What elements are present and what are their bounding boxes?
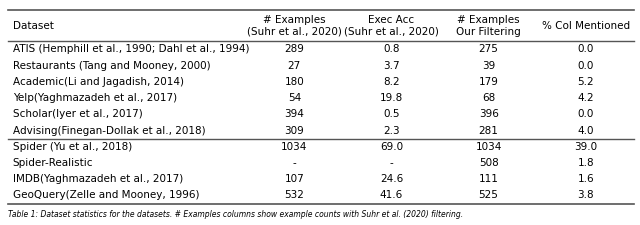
Text: 532: 532 [284, 191, 304, 200]
Text: 5.2: 5.2 [577, 77, 594, 87]
Text: Academic(Li and Jagadish, 2014): Academic(Li and Jagadish, 2014) [13, 77, 184, 87]
Text: Spider (Yu et al., 2018): Spider (Yu et al., 2018) [13, 142, 132, 152]
Text: Scholar(Iyer et al., 2017): Scholar(Iyer et al., 2017) [13, 109, 143, 119]
Text: % Col Mentioned: % Col Mentioned [541, 21, 630, 31]
Text: Dataset: Dataset [13, 21, 54, 31]
Text: 27: 27 [288, 61, 301, 71]
Text: Spider-Realistic: Spider-Realistic [13, 158, 93, 168]
Text: Restaurants (Tang and Mooney, 2000): Restaurants (Tang and Mooney, 2000) [13, 61, 211, 71]
Text: 0.0: 0.0 [577, 45, 594, 54]
Text: 525: 525 [479, 191, 499, 200]
Text: Exec Acc
(Suhr et al., 2020): Exec Acc (Suhr et al., 2020) [344, 15, 439, 37]
Text: -: - [390, 158, 394, 168]
Text: ATIS (Hemphill et al., 1990; Dahl et al., 1994): ATIS (Hemphill et al., 1990; Dahl et al.… [13, 45, 249, 54]
Text: 1034: 1034 [476, 142, 502, 152]
Text: 396: 396 [479, 109, 499, 119]
Text: 4.2: 4.2 [577, 93, 594, 103]
Text: 54: 54 [288, 93, 301, 103]
Text: GeoQuery(Zelle and Mooney, 1996): GeoQuery(Zelle and Mooney, 1996) [13, 191, 199, 200]
Text: 69.0: 69.0 [380, 142, 403, 152]
Text: 1034: 1034 [281, 142, 308, 152]
Text: 68: 68 [482, 93, 495, 103]
Text: Advising(Finegan-Dollak et al., 2018): Advising(Finegan-Dollak et al., 2018) [13, 126, 205, 136]
Text: Yelp(Yaghmazadeh et al., 2017): Yelp(Yaghmazadeh et al., 2017) [13, 93, 177, 103]
Text: 0.8: 0.8 [383, 45, 400, 54]
Text: 107: 107 [284, 174, 304, 184]
Text: 309: 309 [284, 126, 304, 136]
Text: 179: 179 [479, 77, 499, 87]
Text: 2.3: 2.3 [383, 126, 400, 136]
Text: 8.2: 8.2 [383, 77, 400, 87]
Text: 39: 39 [482, 61, 495, 71]
Text: 3.7: 3.7 [383, 61, 400, 71]
Text: IMDB(Yaghmazadeh et al., 2017): IMDB(Yaghmazadeh et al., 2017) [13, 174, 183, 184]
Text: 111: 111 [479, 174, 499, 184]
Text: 3.8: 3.8 [577, 191, 594, 200]
Text: 24.6: 24.6 [380, 174, 403, 184]
Text: Table 1: Dataset statistics for the datasets. # Examples columns show example co: Table 1: Dataset statistics for the data… [8, 210, 463, 219]
Text: 275: 275 [479, 45, 499, 54]
Text: -: - [292, 158, 296, 168]
Text: 0.0: 0.0 [577, 109, 594, 119]
Text: 281: 281 [479, 126, 499, 136]
Text: 180: 180 [284, 77, 304, 87]
Text: 508: 508 [479, 158, 499, 168]
Text: 1.6: 1.6 [577, 174, 594, 184]
Text: 394: 394 [284, 109, 304, 119]
Text: 39.0: 39.0 [574, 142, 597, 152]
Text: 4.0: 4.0 [577, 126, 594, 136]
Text: 19.8: 19.8 [380, 93, 403, 103]
Text: 0.5: 0.5 [383, 109, 400, 119]
Text: # Examples
Our Filtering: # Examples Our Filtering [456, 15, 521, 37]
Text: 1.8: 1.8 [577, 158, 594, 168]
Text: 289: 289 [284, 45, 304, 54]
Text: 0.0: 0.0 [577, 61, 594, 71]
Text: # Examples
(Suhr et al., 2020): # Examples (Suhr et al., 2020) [247, 15, 342, 37]
Text: 41.6: 41.6 [380, 191, 403, 200]
